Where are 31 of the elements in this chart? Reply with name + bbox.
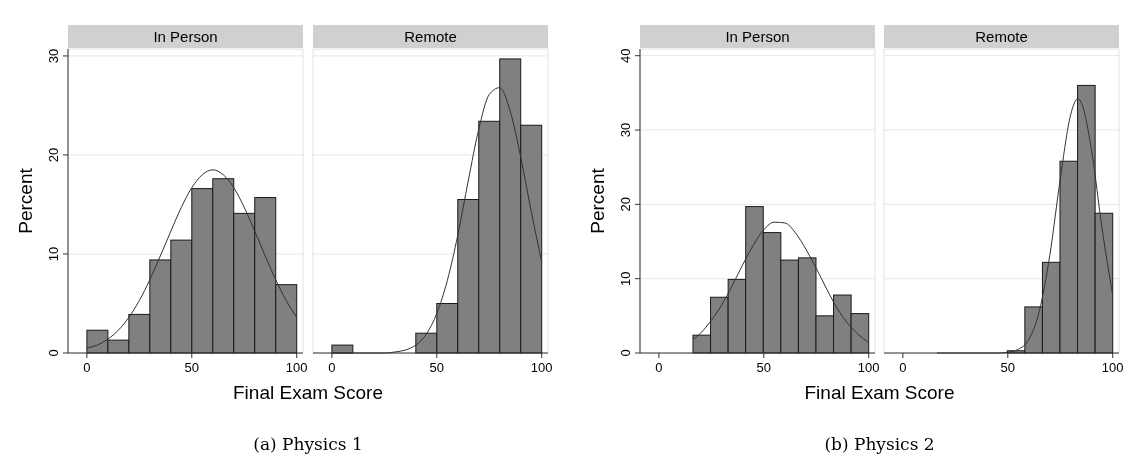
y-axis-title: Percent: [15, 167, 36, 234]
x-axis-title: Final Exam Score: [804, 382, 955, 403]
y-tick-label: 0: [46, 349, 61, 357]
x-tick-label: 0: [655, 360, 663, 375]
x-tick-label: 50: [1000, 360, 1016, 375]
y-tick-label: 30: [618, 122, 633, 138]
y-tick-label: 30: [46, 48, 61, 64]
chart-title: Remote: [975, 28, 1028, 45]
x-axis-title: Final Exam Score: [233, 382, 383, 403]
y-tick-label: 20: [618, 197, 633, 212]
y-tick-label: 0: [618, 349, 633, 357]
y-tick-label: 40: [618, 48, 633, 63]
y-tick-label: 10: [46, 246, 61, 262]
y-tick-label: 10: [618, 271, 633, 286]
text: (a) Physics 1: [253, 434, 363, 454]
chart-title: In Person: [725, 28, 790, 45]
y-axis-title: Percent: [587, 167, 608, 234]
text: (b) Physics 2: [824, 434, 935, 454]
x-tick-label: 100: [857, 360, 880, 375]
x-tick-label: 0: [899, 360, 907, 375]
x-tick-label: 100: [1101, 360, 1124, 375]
x-tick-label: 100: [285, 360, 308, 375]
chart-title: In Person: [153, 28, 218, 45]
x-tick-label: 50: [756, 360, 772, 375]
x-tick-label: 50: [429, 360, 445, 375]
x-tick-label: 0: [83, 360, 91, 375]
x-tick-label: 100: [530, 360, 553, 375]
y-tick-label: 20: [46, 147, 61, 163]
chart-title: Remote: [404, 28, 457, 45]
x-tick-label: 0: [328, 360, 336, 375]
x-tick-label: 50: [184, 360, 200, 375]
